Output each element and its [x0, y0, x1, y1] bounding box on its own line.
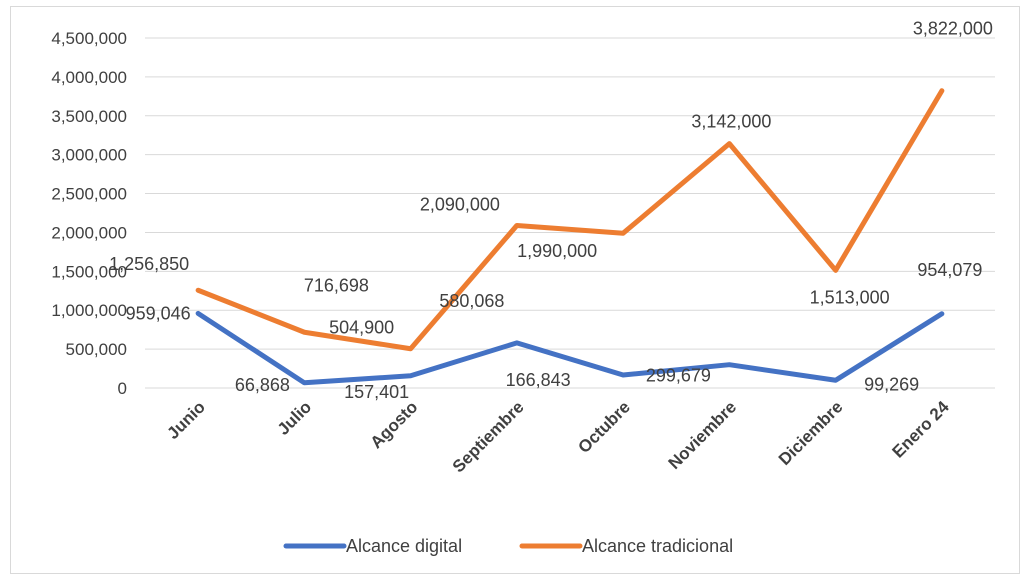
- x-axis-ticks: Junio Julio Agosto Septiembre Octubre Noviemb…: [163, 397, 953, 476]
- data-label: 157,401: [344, 382, 409, 402]
- chart-frame: [10, 6, 1020, 574]
- x-tick-label: Enero 24: [888, 397, 953, 462]
- x-tick-label: Septiembre: [449, 397, 528, 476]
- data-label: 3,822,000: [913, 19, 993, 39]
- x-tick-label: Octubre: [574, 397, 634, 457]
- data-labels: 959,046 66,868 157,401 580,068 166,843 299,67…: [109, 19, 993, 402]
- data-label: 299,679: [646, 366, 711, 386]
- legend-label: Alcance tradicional: [582, 536, 733, 556]
- series-line-alcance-tradicional: [195, 88, 945, 352]
- gridlines: [145, 37, 995, 389]
- data-label: 166,843: [506, 370, 571, 390]
- y-tick-label: 0: [118, 379, 127, 398]
- data-label: 3,142,000: [691, 112, 771, 132]
- y-tick-label: 1,000,000: [51, 301, 127, 320]
- y-tick-label: 2,500,000: [51, 185, 127, 204]
- y-tick-label: 4,000,000: [51, 68, 127, 87]
- data-label: 1,513,000: [810, 287, 890, 307]
- y-tick-label: 4,500,000: [51, 29, 127, 48]
- data-label: 716,698: [304, 275, 369, 295]
- data-label: 99,269: [864, 374, 919, 394]
- data-label: 580,068: [439, 291, 504, 311]
- x-tick-label: Diciembre: [775, 397, 847, 469]
- x-tick-label: Agosto: [367, 397, 422, 452]
- y-tick-label: 2,000,000: [51, 223, 127, 242]
- data-label: 1,256,850: [109, 254, 189, 274]
- data-label: 504,900: [329, 318, 394, 338]
- data-label: 959,046: [126, 303, 191, 323]
- data-label: 1,990,000: [517, 241, 597, 261]
- y-tick-label: 3,500,000: [51, 107, 127, 126]
- x-tick-label: Noviembre: [665, 397, 741, 473]
- data-label: 2,090,000: [420, 194, 500, 214]
- series-lines: [195, 88, 945, 386]
- y-tick-label: 500,000: [66, 340, 127, 359]
- y-axis-ticks: 0 500,000 1,000,000 1,500,000 2,000,000 2,500…: [51, 29, 127, 398]
- y-tick-label: 3,000,000: [51, 146, 127, 165]
- data-label: 66,868: [235, 375, 290, 395]
- x-tick-label: Julio: [274, 397, 315, 438]
- x-tick-label: Junio: [163, 397, 208, 442]
- y-tick-label: 1,500,000: [51, 262, 127, 281]
- legend-label: Alcance digital: [346, 536, 462, 556]
- legend: Alcance digital Alcance tradicional: [283, 536, 733, 556]
- data-label: 954,079: [917, 260, 982, 280]
- series-line-alcance-digital: [195, 310, 945, 386]
